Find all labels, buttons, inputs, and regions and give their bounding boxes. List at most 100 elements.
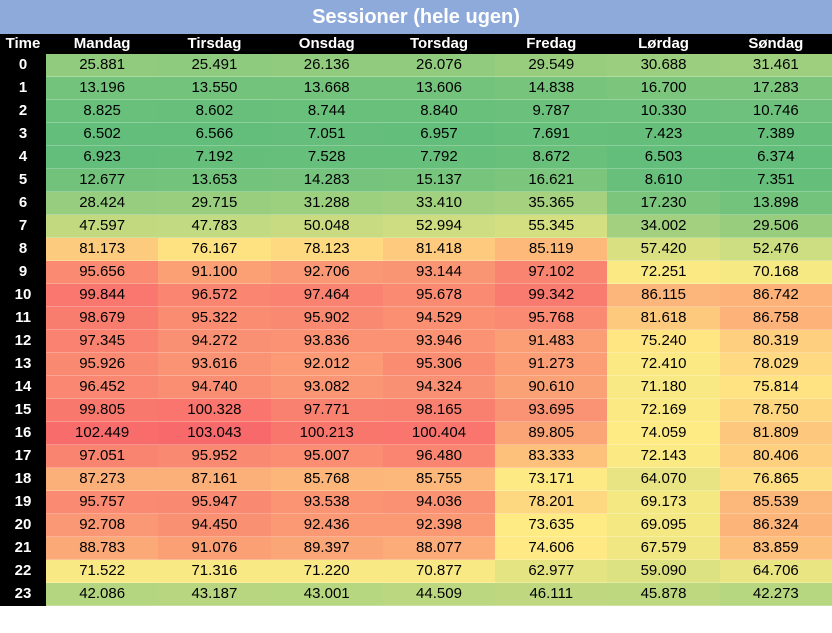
heatmap-cell: 96.480 [382,444,496,468]
heatmap-cell: 8.672 [495,145,608,169]
heatmap-cell: 91.100 [158,260,271,284]
heatmap-cell: 103.043 [158,421,271,445]
heatmap-cell: 34.002 [607,214,720,238]
heatmap-cell: 97.102 [495,260,608,284]
row-header: 11 [0,306,46,330]
heatmap-cell: 94.272 [158,329,271,353]
heatmap-cell: 71.522 [46,559,159,583]
heatmap-cell: 100.404 [382,421,496,445]
table-row: 7 47.597 47.783 50.048 52.994 55.345 34.002 29.… [0,214,832,238]
heatmap-cell: 6.502 [46,122,159,146]
heatmap-cell: 83.333 [495,444,608,468]
heatmap-cell: 7.192 [158,145,271,169]
heatmap-cell: 7.351 [719,168,832,192]
heatmap-cell: 87.161 [158,467,271,491]
heatmap-cell: 93.836 [270,329,383,353]
heatmap-cell: 75.814 [719,375,832,399]
column-header: Onsdag [270,34,383,54]
heatmap-cell: 86.742 [719,283,832,307]
row-header: 0 [0,54,46,77]
heatmap-cell: 67.579 [607,536,720,560]
table-row: 0 25.881 25.491 26.136 26.076 29.549 30.688 31.… [0,54,832,77]
heatmap-cell: 42.086 [46,582,159,606]
heatmap-cell: 78.029 [719,352,832,376]
heatmap-cell: 59.090 [607,559,720,583]
row-header: 4 [0,145,46,169]
heatmap-cell: 98.165 [382,398,496,422]
row-header: 7 [0,214,46,238]
heatmap-cell: 86.115 [607,283,720,307]
heatmap-cell: 80.319 [719,329,832,353]
heatmap-cell: 7.528 [270,145,383,169]
heatmap-cell: 94.529 [382,306,496,330]
table-row: 14 96.452 94.740 93.082 94.324 90.610 71.180 75… [0,375,832,399]
heatmap-cell: 72.143 [607,444,720,468]
heatmap-cell: 7.691 [495,122,608,146]
corner-header: Time [0,34,46,54]
heatmap-cell: 80.406 [719,444,832,468]
heatmap-cell: 25.491 [158,54,271,77]
heatmap-cell: 8.610 [607,168,720,192]
heatmap-cell: 97.051 [46,444,159,468]
heatmap-cell: 70.168 [719,260,832,284]
table-row: 12 97.345 94.272 93.836 93.946 91.483 75.240 80… [0,329,832,353]
heatmap-cell: 26.076 [382,54,496,77]
heatmap-cell: 6.503 [607,145,720,169]
heatmap-cell: 57.420 [607,237,720,261]
heatmap-cell: 93.695 [495,398,608,422]
table-row: 15 99.805 100.328 97.771 98.165 93.695 72.169 7… [0,398,832,422]
heatmap-cell: 46.111 [495,582,608,606]
heatmap-cell: 93.144 [382,260,496,284]
heatmap-cell: 100.213 [270,421,383,445]
heatmap-cell: 7.051 [270,122,383,146]
heatmap-body: 0 25.881 25.491 26.136 26.076 29.549 30.688 31.… [0,54,832,606]
heatmap-cell: 13.653 [158,168,271,192]
heatmap-cell: 52.994 [382,214,496,238]
heatmap-cell: 8.825 [46,99,159,123]
heatmap-cell: 62.977 [495,559,608,583]
table-row: 2 8.825 8.602 8.744 8.840 9.787 10.330 10.746 [0,99,832,123]
heatmap-cell: 92.012 [270,352,383,376]
row-header: 22 [0,559,46,583]
heatmap-cell: 14.283 [270,168,383,192]
table-row: 11 98.679 95.322 95.902 94.529 95.768 81.618 86… [0,306,832,330]
heatmap-cell: 94.450 [158,513,271,537]
table-row: 4 6.923 7.192 7.528 7.792 8.672 6.503 6.374 [0,145,832,169]
heatmap-cell: 13.606 [382,76,496,100]
heatmap-cell: 92.708 [46,513,159,537]
heatmap-cell: 99.342 [495,283,608,307]
heatmap-cell: 35.365 [495,191,608,215]
heatmap-cell: 31.288 [270,191,383,215]
heatmap-cell: 31.461 [719,54,832,77]
table-row: 16 102.449 103.043 100.213 100.404 89.805 74.0… [0,421,832,445]
heatmap-cell: 73.635 [495,513,608,537]
heatmap-cell: 78.201 [495,490,608,514]
heatmap-cell: 99.844 [46,283,159,307]
heatmap-cell: 99.805 [46,398,159,422]
row-header: 16 [0,421,46,445]
heatmap-cell: 95.678 [382,283,496,307]
heatmap-cell: 95.902 [270,306,383,330]
heatmap-cell: 71.180 [607,375,720,399]
heatmap-cell: 13.196 [46,76,159,100]
heatmap-cell: 93.946 [382,329,496,353]
table-row: 22 71.522 71.316 71.220 70.877 62.977 59.090 64… [0,559,832,583]
heatmap-cell: 7.389 [719,122,832,146]
row-header: 14 [0,375,46,399]
heatmap-cell: 88.783 [46,536,159,560]
heatmap-cell: 29.506 [719,214,832,238]
heatmap-cell: 72.410 [607,352,720,376]
heatmap-cell: 74.606 [495,536,608,560]
heatmap-cell: 95.952 [158,444,271,468]
row-header: 3 [0,122,46,146]
heatmap-cell: 47.597 [46,214,159,238]
table-row: 17 97.051 95.952 95.007 96.480 83.333 72.143 80… [0,444,832,468]
heatmap-cell: 16.621 [495,168,608,192]
heatmap-cell: 90.610 [495,375,608,399]
table-row: 20 92.708 94.450 92.436 92.398 73.635 69.095 86… [0,513,832,537]
row-header: 8 [0,237,46,261]
heatmap-cell: 15.137 [382,168,496,192]
heatmap-cell: 76.167 [158,237,271,261]
heatmap-cell: 75.240 [607,329,720,353]
heatmap-cell: 8.840 [382,99,496,123]
